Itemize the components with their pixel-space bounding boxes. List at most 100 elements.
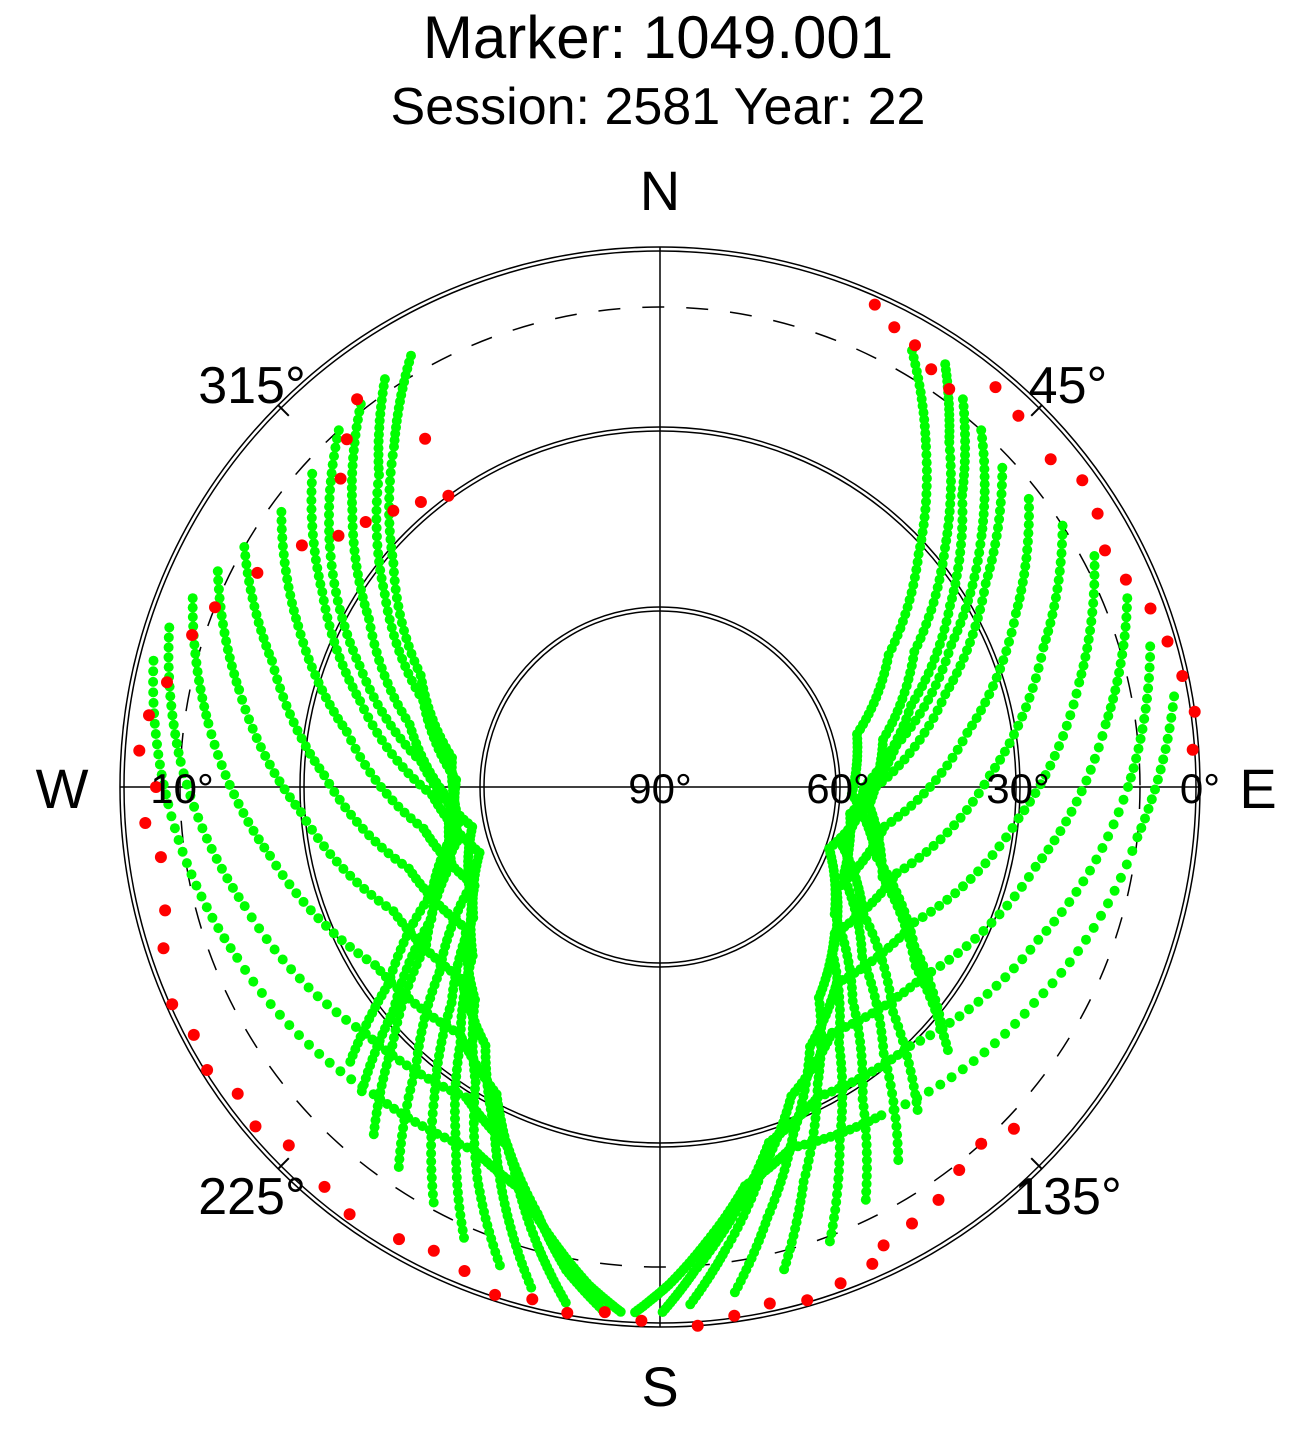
observation-point [1053,575,1064,586]
observation-point [426,1164,437,1175]
flagged-point [334,472,347,485]
observation-point [834,1150,845,1161]
observation-point [372,727,383,738]
observation-point [936,566,947,577]
observation-point [396,1108,407,1119]
observation-point [201,710,212,721]
observation-point [1023,493,1034,504]
observation-point [338,863,349,874]
observation-point [1087,607,1098,618]
observation-point [395,609,405,620]
observation-point [987,850,998,861]
observation-point [1024,502,1034,513]
observation-point [409,1065,419,1075]
flagged-point [635,1314,648,1327]
observation-point [251,733,262,743]
flagged-point [249,1120,262,1133]
flagged-point [906,1217,918,1230]
observation-point [908,580,919,590]
observation-point [942,827,953,838]
observation-point [357,668,368,679]
observation-point [229,669,240,679]
observation-point [976,705,986,716]
observation-point [357,1081,368,1092]
observation-point [216,760,227,771]
observation-point [390,584,401,595]
observation-point [347,460,358,471]
observation-point [977,433,988,444]
observation-point [292,725,303,736]
observation-point [327,459,338,470]
observation-point [1089,560,1100,571]
observation-point [1097,843,1108,853]
observation-point [976,425,987,436]
observation-point [1002,900,1013,911]
observation-point [411,1055,422,1066]
observation-point [229,789,240,800]
observation-point [216,863,227,874]
observation-point [348,445,359,456]
observation-point [371,514,382,525]
observation-point [1119,631,1130,641]
observation-point [993,522,1003,533]
observation-point [423,1073,434,1084]
observation-point [349,545,360,556]
observation-point [1137,724,1148,734]
observation-point [1100,719,1111,730]
observation-point [1047,978,1058,989]
observation-point [170,729,181,740]
observation-point [312,563,323,573]
observation-point [187,612,198,622]
observation-point [384,518,395,529]
observation-point [253,617,264,628]
observation-point [928,713,939,724]
observation-point [459,1232,469,1243]
observation-point [291,888,302,899]
observation-point [917,912,928,923]
observation-point [1146,794,1157,805]
observation-point [957,515,968,526]
observation-point [930,680,941,691]
observation-point [336,935,347,946]
observation-point [401,633,412,644]
observation-point [152,739,162,750]
observation-point [861,1171,872,1181]
observation-point [1055,557,1066,568]
observation-point [195,684,206,695]
flagged-point [393,1233,405,1246]
observation-point [451,1157,462,1168]
observation-point [219,627,230,638]
observation-point [352,414,363,425]
observation-point [909,572,920,583]
observation-point [382,606,393,617]
observation-point [251,609,262,620]
observation-point [1093,742,1104,753]
observation-point [885,1080,896,1091]
satellite-track [239,542,505,1271]
observation-point [1017,954,1028,965]
observation-point [918,788,929,799]
observation-point [977,440,988,451]
observation-point [293,620,304,631]
observation-point [914,852,925,863]
observation-point [969,572,980,583]
observation-point [957,490,968,501]
observation-point [371,505,382,516]
observation-point [827,1220,838,1231]
observation-point [351,422,362,433]
observation-point [353,948,364,959]
observation-point [222,873,233,884]
observation-point [1065,710,1076,721]
observation-point [1068,699,1079,710]
observation-point [359,883,370,894]
observation-point [1030,788,1041,799]
observation-point [269,768,280,779]
observation-point [327,569,338,580]
observation-point [1091,854,1102,865]
observation-point [1140,703,1151,714]
observation-point [962,645,972,656]
flagged-point [133,744,146,757]
observation-point [989,1038,1000,1049]
observation-point [1064,957,1075,968]
